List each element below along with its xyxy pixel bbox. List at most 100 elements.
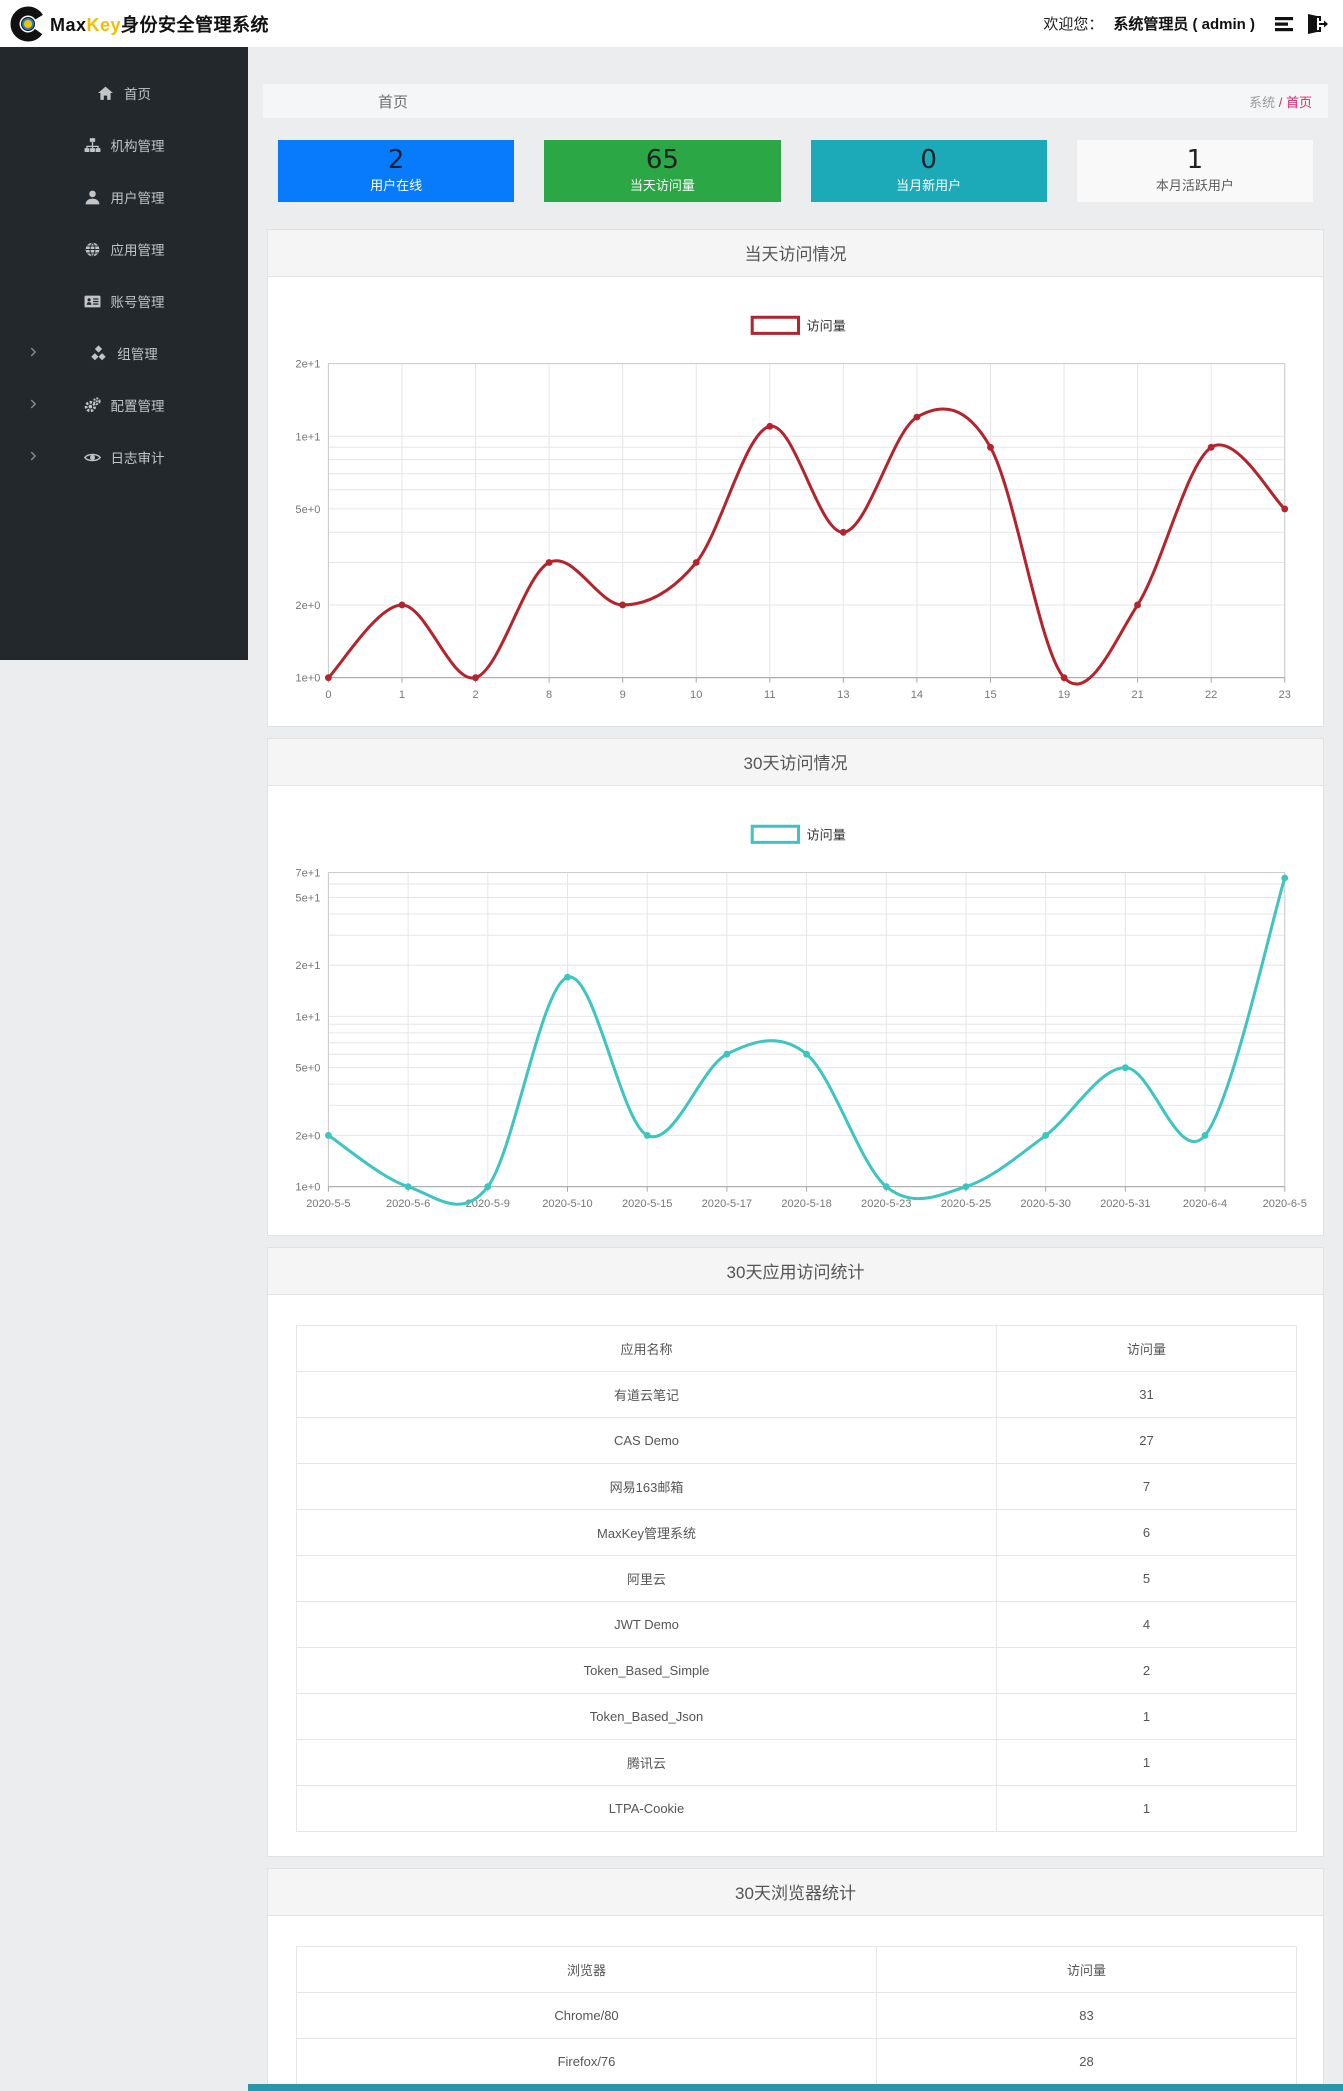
svg-text:2020-5-9: 2020-5-9 (466, 1198, 510, 1210)
table-cell: 4 (996, 1600, 1297, 1648)
sidebar-item-label: 应用管理 (110, 243, 165, 258)
svg-text:0: 0 (325, 689, 331, 701)
sidebar-item-label: 账号管理 (110, 295, 165, 310)
svg-text:1e+1: 1e+1 (295, 431, 320, 443)
app-visits-stats-panel: 30天应用访问统计 应用名称 访问量 有道云笔记 31 CAS Demo 27 网易163邮… (267, 1246, 1324, 1857)
table-cell: 1 (996, 1692, 1297, 1740)
svg-text:13: 13 (837, 689, 849, 701)
app-visits-table: 应用名称 访问量 有道云笔记 31 CAS Demo 27 网易163邮箱 7 MaxKey管理… (296, 1324, 1297, 1832)
session-list-icon[interactable] (1271, 11, 1297, 37)
svg-text:2e+0: 2e+0 (295, 600, 320, 612)
svg-text:2020-5-18: 2020-5-18 (781, 1198, 831, 1210)
table-cell: Token_Based_Simple (296, 1646, 997, 1694)
sidebar-item-audit[interactable]: 日志审计 (0, 431, 248, 483)
panel-header: 30天访问情况 (268, 738, 1323, 786)
table-row: MaxKey管理系统 6 (296, 1508, 1297, 1556)
svg-text:2e+1: 2e+1 (295, 359, 320, 371)
table-cell: 网易163邮箱 (296, 1462, 997, 1510)
table-cell: 83 (876, 1991, 1297, 2039)
sidebar-item-apps[interactable]: 应用管理 (0, 223, 248, 275)
stat-card-active-users-month: 1 本月活跃用户 (1076, 140, 1313, 202)
audit-icon (83, 449, 101, 466)
table-row: 阿里云 5 (296, 1554, 1297, 1602)
header-icons (1271, 11, 1329, 37)
svg-text:2020-5-10: 2020-5-10 (542, 1198, 592, 1210)
table-cell: 阿里云 (296, 1554, 997, 1602)
table-row: 网易163邮箱 7 (296, 1462, 1297, 1510)
svg-text:2020-6-5: 2020-6-5 (1263, 1198, 1307, 1210)
svg-text:2020-5-23: 2020-5-23 (861, 1198, 911, 1210)
table-cell: Chrome/80 (296, 1991, 877, 2039)
chevron-right-icon (26, 345, 40, 359)
sidebar-item-home[interactable]: 首页 (0, 67, 248, 119)
welcome-label: 欢迎您： (1043, 16, 1104, 33)
panel-header: 30天浏览器统计 (268, 1868, 1323, 1916)
sidebar-item-org[interactable]: 机构管理 (0, 119, 248, 171)
column-header: 访问量 (876, 1945, 1297, 1993)
column-header: 浏览器 (296, 1945, 877, 1993)
svg-text:22: 22 (1205, 689, 1217, 701)
svg-text:5e+1: 5e+1 (295, 892, 320, 904)
table-cell: CAS Demo (296, 1416, 997, 1464)
stat-label: 当月新用户 (896, 178, 962, 193)
table-row: 有道云笔记 31 (296, 1370, 1297, 1418)
sidebar-item-label: 首页 (124, 87, 151, 102)
sidebar-nav: 首页 机构管理 用户管理 应用管理 (0, 47, 248, 660)
table-row: Token_Based_Json 1 (296, 1692, 1297, 1740)
panel-title: 当天访问情况 (744, 245, 847, 264)
panel-header: 30天应用访问统计 (268, 1247, 1323, 1295)
sidebar-item-config[interactable]: 配置管理 (0, 379, 248, 431)
breadcrumb-current[interactable]: 首页 (1285, 94, 1312, 110)
table-cell: 6 (996, 1508, 1297, 1556)
sidebar-item-accounts[interactable]: 账号管理 (0, 275, 248, 327)
top-header: MaxKey身份安全管理系统 欢迎您： 系统管理员 ( admin ) (0, 0, 1343, 47)
current-user-label: 系统管理员 ( admin ) (1113, 16, 1255, 33)
svg-text:2e+0: 2e+0 (295, 1130, 320, 1142)
browser-stats-table: 浏览器 访问量 Chrome/80 83 Firefox/76 28 (296, 1945, 1297, 2085)
column-header: 访问量 (996, 1324, 1297, 1372)
svg-text:2020-5-17: 2020-5-17 (702, 1198, 752, 1210)
svg-text:2020-6-4: 2020-6-4 (1183, 1198, 1227, 1210)
panel-header: 当天访问情况 (268, 230, 1323, 277)
table-row: 腾讯云 1 (296, 1738, 1297, 1786)
svg-text:11: 11 (764, 689, 775, 701)
account-icon (84, 293, 101, 310)
svg-text:8: 8 (546, 689, 552, 701)
group-icon (90, 344, 107, 362)
svg-text:访问量: 访问量 (807, 318, 846, 333)
table-cell: 腾讯云 (296, 1738, 997, 1786)
page-title: 首页 (378, 93, 409, 111)
sidebar-item-users[interactable]: 用户管理 (0, 171, 248, 223)
sidebar-item-label: 配置管理 (110, 399, 165, 414)
table-cell: 27 (996, 1416, 1297, 1464)
daily-visits-chart: 0 1 2 8 9 10 11 13 14 15 19 21 22 23 1e+0 2e+0 5e+0 1e+1 2… (268, 277, 1323, 726)
svg-text:19: 19 (1058, 689, 1070, 701)
svg-text:访问量: 访问量 (807, 827, 846, 842)
breadcrumb-root[interactable]: 系统 (1249, 94, 1276, 110)
sidebar-item-label: 用户管理 (110, 191, 165, 206)
app-title: MaxKey身份安全管理系统 (50, 14, 270, 35)
table-header-row: 应用名称 访问量 (296, 1324, 1297, 1372)
stat-value: 0 (920, 145, 937, 175)
svg-text:2020-5-15: 2020-5-15 (622, 1198, 672, 1210)
svg-text:2020-5-5: 2020-5-5 (306, 1198, 350, 1210)
table-row: LTPA-Cookie 1 (296, 1784, 1297, 1832)
sidebar-item-groups[interactable]: 组管理 (0, 327, 248, 379)
svg-text:21: 21 (1131, 689, 1143, 701)
logout-icon[interactable] (1303, 11, 1329, 37)
sidebar-item-label: 组管理 (117, 347, 158, 362)
table-row: Chrome/80 83 (296, 1991, 1297, 2039)
table-cell: Token_Based_Json (296, 1692, 997, 1740)
header-right: 欢迎您： 系统管理员 ( admin ) (1043, 11, 1329, 37)
svg-text:1e+0: 1e+0 (295, 1182, 320, 1194)
sidebar-item-label: 日志审计 (110, 451, 165, 466)
table-cell: LTPA-Cookie (296, 1784, 997, 1832)
browser-stats-panel: 30天浏览器统计 浏览器 访问量 Chrome/80 83 Firefox/76 28 (267, 1867, 1324, 2091)
svg-text:5e+0: 5e+0 (295, 1063, 320, 1075)
stat-label: 当天访问量 (629, 178, 695, 193)
table-cell: 28 (876, 2037, 1297, 2085)
maxkey-logo-icon (10, 6, 46, 42)
panel-title: 30天应用访问统计 (726, 1262, 865, 1282)
table-header-row: 浏览器 访问量 (296, 1945, 1297, 1993)
